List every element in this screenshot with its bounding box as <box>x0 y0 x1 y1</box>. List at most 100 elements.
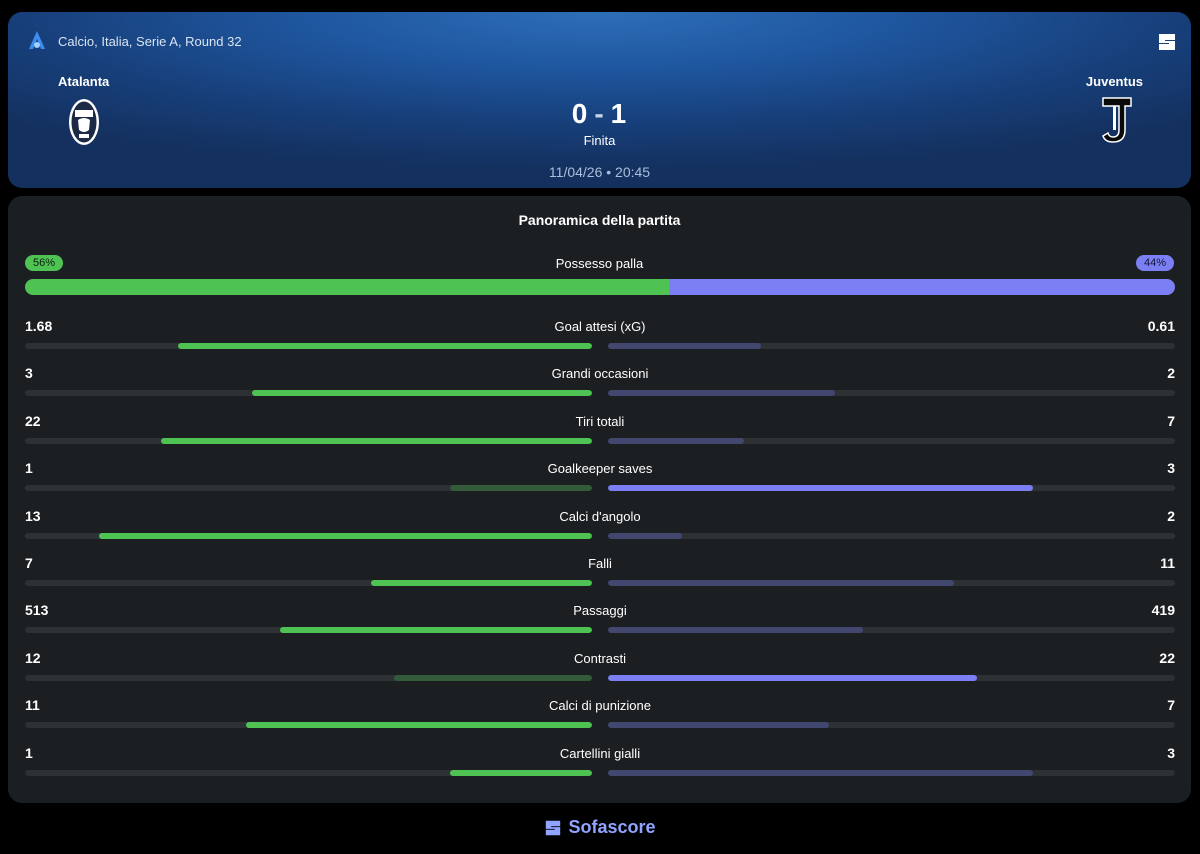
possession-label: Possesso palla <box>555 256 644 271</box>
stat-away-bar <box>608 437 745 444</box>
home-team-name[interactable]: Atalanta <box>58 74 110 89</box>
stat-label: Calci di punizione <box>549 698 651 714</box>
home-possession-fill <box>25 279 669 295</box>
stat-label: Tiri totali <box>575 413 625 429</box>
juventus-crest-icon[interactable] <box>1097 94 1137 146</box>
home-possession-badge: 56% <box>25 255 64 271</box>
stat-away-bar <box>608 722 830 729</box>
stat-away-track <box>608 627 1175 634</box>
stat-away-track <box>608 722 1175 729</box>
possession-bar <box>25 279 1175 295</box>
stat-home-bar <box>450 769 592 776</box>
footer-brand[interactable]: Sofascore <box>0 817 1200 838</box>
stat-home-value: 1 <box>25 744 33 761</box>
stat-home-value: 22 <box>25 412 41 429</box>
stat-home-value: 13 <box>25 507 41 524</box>
stat-label: Calci d'angolo <box>559 508 641 524</box>
stat-away-bar <box>608 343 762 349</box>
stat-home-bar <box>393 674 592 681</box>
stat-home-value: 11 <box>25 697 40 714</box>
stat-home-value: 1.68 <box>25 318 53 334</box>
stat-label: Grandi occasioni <box>551 366 649 382</box>
away-team-name[interactable]: Juventus <box>1085 74 1143 89</box>
stat-home-bar <box>178 343 592 349</box>
stat-home-track <box>25 627 592 634</box>
stat-label: Goal attesi (xG) <box>554 319 646 334</box>
stat-away-value: 11 <box>1160 555 1175 571</box>
stat-home-bar <box>98 532 592 539</box>
stat-home-track <box>25 437 592 444</box>
stat-row: 12 Contrasti 22 <box>25 650 1175 684</box>
panel-title: Panoramica della partita <box>518 212 681 228</box>
stat-row: 11 Calci di punizione 7 <box>25 697 1175 731</box>
away-possession-fill <box>669 279 1175 295</box>
brand-name: Sofascore <box>568 817 656 837</box>
stat-away-bar <box>608 627 864 634</box>
stat-home-value: 1 <box>25 460 33 477</box>
stat-away-value: 3 <box>1167 744 1175 761</box>
stat-away-bar <box>608 769 1034 776</box>
away-possession-badge: 44% <box>1135 255 1174 271</box>
stat-away-track <box>608 485 1175 492</box>
stat-row: 22 Tiri totali 7 <box>25 413 1175 447</box>
stat-away-track <box>608 343 1175 349</box>
stat-away-value: 7 <box>1167 412 1175 429</box>
stat-away-value: 0.61 <box>1147 318 1175 334</box>
stat-away-value: 419 <box>1151 602 1175 619</box>
stat-away-bar <box>608 674 977 681</box>
serie-a-logo-icon <box>29 31 45 49</box>
stat-home-bar <box>161 437 592 444</box>
stat-label: Cartellini gialli <box>559 745 641 761</box>
stat-label: Goalkeeper saves <box>547 461 653 477</box>
stat-home-bar <box>370 580 592 586</box>
scoreline: 0-1 <box>8 98 1191 130</box>
stat-away-track <box>608 390 1175 397</box>
stat-home-track <box>25 343 592 349</box>
stat-home-value: 7 <box>25 555 33 571</box>
stat-home-bar <box>280 627 592 634</box>
sofascore-mark-icon[interactable] <box>1157 32 1177 52</box>
stat-home-bar <box>450 485 592 492</box>
stat-label: Contrasti <box>573 650 627 666</box>
match-overview-panel: Panoramica della partita 56% Possesso pa… <box>8 196 1191 803</box>
stat-row: 1.68 Goal attesi (xG) 0.61 <box>25 318 1175 352</box>
stat-away-bar <box>608 390 835 397</box>
stat-home-value: 12 <box>25 649 41 666</box>
stat-home-value: 3 <box>25 365 33 382</box>
stat-home-track <box>25 532 592 539</box>
stat-home-track <box>25 674 592 681</box>
stat-away-value: 2 <box>1167 365 1175 382</box>
stat-away-value: 22 <box>1159 649 1175 666</box>
stat-away-bar <box>608 532 682 539</box>
stat-row: 1 Goalkeeper saves 3 <box>25 460 1175 494</box>
league-row[interactable]: Calcio, Italia, Serie A, Round 32 <box>26 30 242 52</box>
match-status: Finita <box>583 133 616 148</box>
stat-away-bar <box>608 580 954 586</box>
stat-label: Falli <box>588 556 612 571</box>
stat-away-bar <box>608 485 1034 492</box>
league-name: Calcio, Italia, Serie A, Round 32 <box>58 33 242 49</box>
away-score: 1 <box>610 98 628 129</box>
stat-row: 513 Passaggi 419 <box>25 602 1175 636</box>
stat-away-track <box>608 437 1175 444</box>
stat-home-value: 513 <box>25 602 49 619</box>
stat-away-track <box>608 674 1175 681</box>
match-datetime: 11/04/26 • 20:45 <box>548 164 651 180</box>
stat-away-value: 3 <box>1167 460 1175 477</box>
stat-home-track <box>25 580 592 586</box>
stat-away-value: 7 <box>1167 697 1175 714</box>
stat-home-track <box>25 390 592 397</box>
stat-home-bar <box>251 390 592 397</box>
atalanta-crest-icon[interactable] <box>64 96 104 148</box>
stat-row: 13 Calci d'angolo 2 <box>25 508 1175 542</box>
stat-home-bar <box>246 722 592 729</box>
stat-away-value: 2 <box>1167 507 1175 524</box>
stat-row: 7 Falli 11 <box>25 555 1175 589</box>
stat-away-track <box>608 580 1175 586</box>
stat-label: Passaggi <box>573 603 627 619</box>
stat-home-track <box>25 722 592 729</box>
score-separator: - <box>594 98 605 129</box>
sofascore-logo-icon <box>546 820 561 835</box>
stat-home-track <box>25 769 592 776</box>
stat-row: 3 Grandi occasioni 2 <box>25 365 1175 399</box>
